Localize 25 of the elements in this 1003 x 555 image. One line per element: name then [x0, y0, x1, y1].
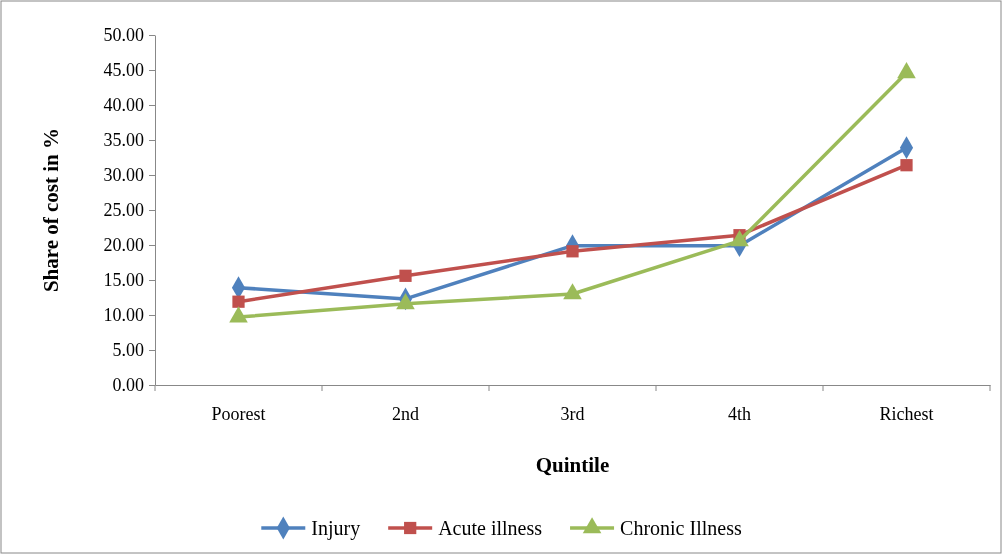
y-tick-label: 20.00: [103, 235, 144, 256]
point: [399, 269, 412, 282]
x-tick-label: Richest: [879, 404, 934, 425]
x-tick-label: 2nd: [392, 404, 419, 425]
point: [232, 295, 245, 308]
x-tick-label: Poorest: [211, 404, 266, 425]
y-axis-title: Share of cost in %: [39, 127, 63, 293]
point: [900, 159, 913, 172]
y-tick-label: 25.00: [103, 200, 144, 221]
point: [566, 245, 579, 258]
y-tick-label: 50.00: [103, 25, 144, 46]
legend-label: Chronic Illness: [620, 517, 742, 539]
y-tick-label: 35.00: [103, 130, 144, 151]
y-tick-label: 30.00: [103, 165, 144, 186]
y-tick-label: 10.00: [103, 305, 144, 326]
y-tick-label: 0.00: [112, 375, 144, 396]
x-tick-label: 3rd: [560, 404, 585, 425]
y-tick-label: 40.00: [103, 95, 144, 116]
x-axis-title: Quintile: [535, 453, 610, 477]
y-tick-label: 15.00: [103, 270, 144, 291]
y-tick-label: 45.00: [103, 60, 144, 81]
legend-label: Injury: [311, 517, 361, 540]
y-tick-label: 5.00: [112, 340, 144, 361]
legend-label: Acute illness: [438, 517, 543, 539]
x-tick-label: 4th: [727, 404, 752, 425]
